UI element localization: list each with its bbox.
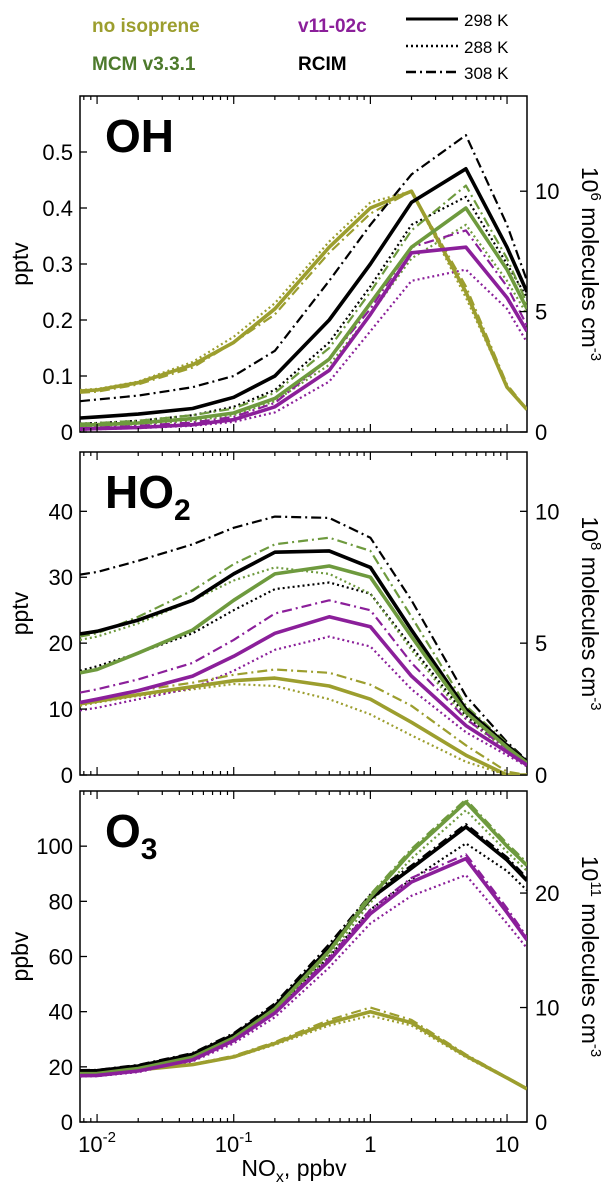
series-line bbox=[80, 167, 527, 420]
x-tick-label: 10 bbox=[495, 1132, 519, 1157]
series-line bbox=[80, 853, 527, 1077]
y-tick-label: 10 bbox=[49, 697, 73, 722]
x-tick-label: 10-1 bbox=[215, 1129, 253, 1157]
y-right-axis-label: 1011 molecules cm-3 bbox=[577, 856, 603, 1058]
y-right-tick-label: 5 bbox=[535, 300, 547, 325]
series-line bbox=[80, 245, 527, 431]
series-line bbox=[80, 668, 527, 775]
legend-temp-288: 288 K bbox=[464, 38, 509, 57]
y-right-tick-label: 10 bbox=[535, 499, 559, 524]
series-line bbox=[80, 822, 527, 1072]
legend: no isoprene v11-02c MCM v3.3.1 RCIM 298 … bbox=[92, 11, 509, 83]
y-right-tick-label: 0 bbox=[535, 1110, 547, 1135]
series-line bbox=[80, 564, 527, 765]
series-line bbox=[80, 566, 527, 766]
series-line bbox=[80, 798, 527, 1074]
y-axis-label: pptv bbox=[7, 242, 33, 286]
series-line bbox=[80, 581, 527, 764]
y-right-tick-label: 10 bbox=[535, 179, 559, 204]
y-tick-label: 20 bbox=[49, 631, 73, 656]
panel-title: OH bbox=[105, 110, 174, 162]
legend-mcm: MCM v3.3.1 bbox=[92, 54, 196, 75]
series-line bbox=[80, 682, 527, 775]
series-line bbox=[80, 229, 527, 430]
y-tick-label: 0.3 bbox=[42, 252, 73, 277]
y-tick-label: 0.5 bbox=[42, 140, 73, 165]
series-group bbox=[80, 798, 527, 1091]
panel-title: HO2 bbox=[105, 466, 191, 527]
y-tick-label: 80 bbox=[49, 889, 73, 914]
panel-frame bbox=[79, 451, 528, 776]
series-line bbox=[80, 635, 527, 768]
series-line bbox=[80, 800, 527, 1076]
x-tick-label: 10-2 bbox=[78, 1129, 116, 1157]
panel-title: O3 bbox=[105, 805, 157, 866]
series-line bbox=[80, 195, 527, 425]
y-right-tick-label: 0 bbox=[535, 420, 547, 445]
series-line bbox=[80, 206, 527, 428]
panel-1: 0 10 20 30 40 0 5 10 HO2 pptv 108 molecules cm-3 bbox=[7, 451, 603, 788]
y-right-axis-label: 108 molecules cm-3 bbox=[577, 516, 603, 710]
legend-rcim: RCIM bbox=[298, 54, 347, 75]
y-right-tick-label: 5 bbox=[535, 631, 547, 656]
y-tick-label: 30 bbox=[49, 565, 73, 590]
series-line bbox=[80, 1006, 527, 1090]
y-tick-label: 100 bbox=[36, 834, 73, 859]
panel-2: 0 20 40 60 80 100 0 10 20 O3 ppbv 1011 molecules cm… bbox=[7, 790, 603, 1135]
series-group bbox=[80, 134, 527, 431]
series-line bbox=[80, 1009, 527, 1091]
legend-temp-308: 308 K bbox=[464, 64, 509, 83]
y-tick-label: 40 bbox=[49, 499, 73, 524]
y-tick-label: 20 bbox=[49, 1055, 73, 1080]
y-right-tick-label: 0 bbox=[535, 763, 547, 788]
y-tick-label: 0.4 bbox=[42, 196, 73, 221]
legend-v11-02c: v11-02c bbox=[298, 16, 367, 37]
x-tick-label: 1 bbox=[364, 1132, 376, 1157]
x-tick-labels: 10-2 10-1 1 10 bbox=[78, 1129, 519, 1157]
y-axis-label: ppbv bbox=[7, 931, 33, 981]
y-tick-label: 0 bbox=[61, 420, 73, 445]
y-right-tick-label: 20 bbox=[535, 881, 559, 906]
y-right-axis-label: 106 molecules cm-3 bbox=[577, 167, 603, 361]
legend-no-isoprene: no isoprene bbox=[92, 16, 200, 37]
series-line bbox=[80, 190, 527, 411]
series-line bbox=[80, 549, 527, 764]
series-line bbox=[80, 599, 527, 765]
y-tick-label: 60 bbox=[49, 945, 73, 970]
y-tick-label: 0 bbox=[61, 1110, 73, 1135]
y-axis-label: pptv bbox=[7, 591, 33, 635]
y-tick-label: 0.2 bbox=[42, 308, 73, 333]
series-line bbox=[80, 676, 527, 775]
x-axis-label: NOx, ppbv bbox=[241, 1155, 347, 1186]
series-line bbox=[80, 134, 527, 403]
series-line bbox=[80, 842, 527, 1074]
series-line bbox=[80, 825, 527, 1073]
series-line bbox=[80, 856, 527, 1078]
y-tick-label: 0.1 bbox=[42, 364, 73, 389]
series-line bbox=[80, 536, 527, 763]
legend-temp-298: 298 K bbox=[464, 11, 509, 30]
y-right-tick-label: 10 bbox=[535, 996, 559, 1021]
panel-0: 0 0.1 0.2 0.3 0.4 0.5 0 5 10 OH pptv 106 molecules … bbox=[7, 95, 603, 445]
y-tick-label: 40 bbox=[49, 1000, 73, 1025]
series-line bbox=[80, 189, 527, 411]
series-group bbox=[80, 515, 527, 775]
y-tick-label: 0 bbox=[61, 763, 73, 788]
series-line bbox=[80, 614, 527, 767]
series-line bbox=[80, 223, 527, 428]
series-line bbox=[80, 268, 527, 431]
